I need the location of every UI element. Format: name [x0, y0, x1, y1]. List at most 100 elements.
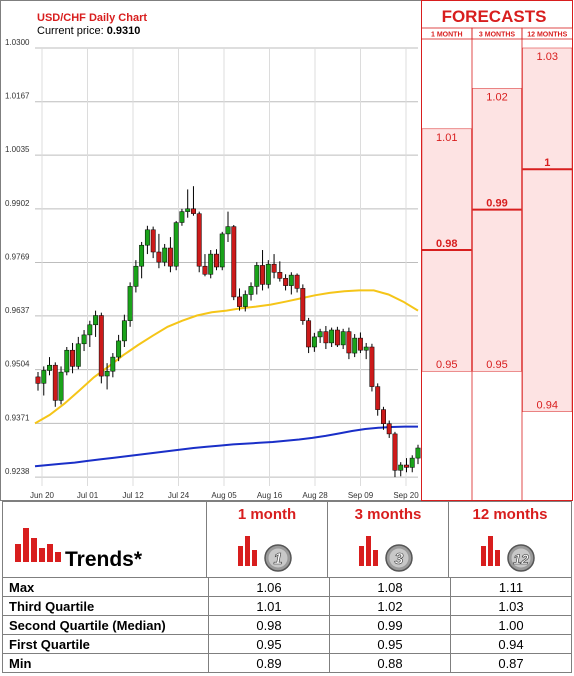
cell-1m: 1.01	[208, 596, 330, 616]
candle	[58, 366, 64, 405]
candle-body	[219, 233, 225, 268]
candle-body	[93, 315, 99, 326]
candle-body	[173, 222, 179, 267]
y-tick-label: 0.9238	[5, 467, 30, 476]
candle	[208, 250, 214, 279]
candle	[144, 225, 150, 255]
row-label: Third Quartile	[2, 596, 209, 616]
forecast-median-label: 0.98	[436, 238, 457, 250]
candle-body	[139, 244, 145, 267]
candle-body	[167, 247, 173, 267]
candle-body	[64, 349, 70, 373]
candle-body	[265, 263, 271, 285]
candle-body	[208, 253, 214, 275]
candle	[300, 284, 306, 325]
candle	[369, 343, 375, 392]
cell-12m: 1.03	[450, 596, 572, 616]
forecast-title: FORECASTS	[442, 7, 547, 26]
candle-body	[363, 346, 369, 351]
cell-3m: 0.95	[329, 634, 451, 654]
candle	[162, 243, 168, 267]
y-tick-label: 1.0167	[5, 92, 30, 101]
x-tick-label: Aug 05	[211, 491, 237, 500]
candle-body	[369, 346, 375, 387]
candle	[248, 282, 254, 301]
x-tick-label: Sep 09	[348, 491, 374, 500]
candle-body	[392, 433, 398, 471]
candle-body	[214, 253, 219, 268]
candle	[323, 325, 329, 350]
candle-body	[334, 329, 340, 346]
candle-body	[386, 423, 392, 435]
candlesticks	[35, 186, 421, 478]
candle	[127, 282, 133, 327]
candle	[156, 233, 162, 269]
candle-body	[288, 274, 294, 286]
candle	[340, 328, 346, 350]
forecast-column: 3 MONTHS 1.02 0.99 0.95	[471, 27, 523, 500]
cell-12m: 1.11	[450, 577, 572, 597]
candle	[179, 208, 185, 226]
cell-12m: 1.00	[450, 615, 572, 635]
cell-1m: 1.06	[208, 577, 330, 597]
period-badge-number: 12	[513, 551, 529, 567]
candle-body	[150, 229, 156, 253]
candle	[185, 189, 191, 218]
y-tick-label: 0.9371	[5, 413, 30, 422]
candle-body	[231, 226, 237, 298]
candle	[139, 241, 145, 279]
candle-body	[409, 457, 415, 468]
candle-body	[87, 324, 93, 336]
candle	[121, 314, 127, 348]
candle-body	[323, 331, 329, 344]
table-row: Min 0.89 0.88 0.87	[2, 653, 572, 673]
forecast-max-label: 1.03	[537, 51, 558, 63]
x-tick-label: Sep 20	[393, 491, 419, 500]
x-tick-label: Aug 16	[257, 491, 283, 500]
y-tick-label: 1.0035	[5, 145, 30, 154]
candle	[35, 372, 41, 391]
x-tick-label: Jun 20	[30, 491, 55, 500]
candle-body	[415, 447, 421, 459]
forecast-column-label: 3 MONTHS	[479, 32, 516, 39]
candle	[311, 332, 317, 352]
row-label: Second Quartile (Median)	[2, 615, 209, 635]
table-row: Third Quartile 1.01 1.02 1.03	[2, 596, 572, 616]
candle-body	[202, 265, 208, 275]
candle	[225, 211, 231, 242]
forecast-median-label: 1	[544, 157, 550, 169]
candle-body	[300, 288, 306, 321]
candle	[398, 462, 404, 477]
candle-body	[81, 334, 87, 345]
candle-body	[381, 409, 386, 424]
candle-body	[70, 349, 75, 367]
candle-body	[98, 315, 104, 377]
candle	[75, 336, 81, 370]
price-chart: USD/CHF Daily Chart Current price: 0.931…	[0, 0, 573, 501]
candle	[306, 317, 312, 354]
candle	[81, 330, 87, 352]
candle	[352, 334, 358, 358]
candle	[52, 362, 58, 407]
forecast-max-label: 1.02	[486, 91, 507, 103]
cell-12m: 0.87	[450, 653, 572, 673]
candle-body	[242, 294, 248, 307]
candle	[110, 353, 116, 378]
period-badge-number: 3	[395, 551, 404, 568]
candle	[260, 250, 265, 291]
forecast-min-label: 0.95	[486, 359, 507, 371]
candle	[64, 347, 70, 376]
y-tick-label: 0.9504	[5, 360, 30, 369]
bar-chart-icon	[15, 528, 61, 562]
forecast-range-band	[472, 88, 522, 372]
candle	[334, 326, 340, 348]
candle-body	[271, 263, 277, 273]
period-header-1m: 1 month 1	[207, 501, 328, 577]
forecast-panel: FORECASTS 1 MONTH 1.01 0.98 0.95 3 MONTHS 1.02…	[421, 0, 573, 501]
candle	[214, 249, 219, 271]
row-label: First Quartile	[2, 634, 209, 654]
current-price-value: 0.9310	[107, 25, 141, 37]
current-price-label: Current price:	[37, 25, 104, 37]
period-header-12m: 12 months 12	[449, 501, 572, 577]
y-tick-label: 0.9637	[5, 306, 30, 315]
